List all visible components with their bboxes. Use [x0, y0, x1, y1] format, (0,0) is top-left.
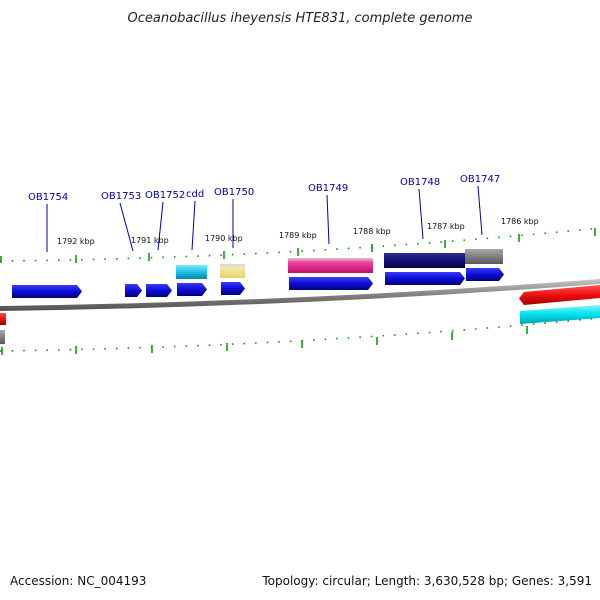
kbp-label: 1787 kbp	[427, 222, 465, 231]
leader-line	[418, 188, 424, 240]
gene-label-ob1754: OB1754	[28, 192, 68, 203]
genome-backbone	[0, 279, 600, 311]
leader-line	[326, 194, 330, 245]
gene-label-ob1753: OB1753	[101, 191, 141, 202]
reverse-rna-cyan-right	[520, 305, 600, 324]
gene-arrow-ob1748	[385, 272, 465, 285]
misc-feature-yellow	[220, 264, 245, 278]
reverse-gene-track	[0, 285, 600, 344]
leader-line	[157, 201, 164, 251]
navy-feature	[384, 253, 465, 268]
gene-label-ob1752: OB1752	[145, 190, 185, 201]
kbp-label: 1791 kbp	[131, 236, 169, 245]
kbp-label: 1789 kbp	[279, 231, 317, 240]
gene-labels: OB1754 OB1753 OB1752 cdd OB1750 OB1749 O…	[28, 174, 500, 203]
kbp-label: 1790 kbp	[205, 234, 243, 243]
kbp-labels: 1792 kbp 1791 kbp 1790 kbp 1789 kbp 1788…	[57, 217, 539, 246]
map-title: Oceanobacillus iheyensis HTE831, complet…	[128, 11, 473, 26]
outer-tick-ring	[0, 227, 600, 263]
inner-tick-ring	[0, 317, 600, 355]
gene-arrow-ob1747	[466, 268, 504, 281]
upper-feature-track	[176, 249, 503, 279]
leader-line	[119, 202, 134, 252]
gene-arrow-ob1749	[289, 277, 373, 290]
gene-leader-lines	[46, 185, 483, 252]
genome-summary-text: Topology: circular; Length: 3,630,528 bp…	[261, 574, 592, 588]
gene-label-ob1749: OB1749	[308, 183, 348, 194]
forward-gene-track	[12, 268, 504, 298]
gray-feature	[465, 249, 503, 264]
reverse-feature-gray-left	[0, 330, 5, 344]
gene-arrow-ob1752	[146, 284, 172, 297]
accession-text: Accession: NC_004193	[10, 574, 146, 588]
gene-arrow-ob1754	[12, 285, 82, 298]
leader-line	[477, 185, 483, 236]
rna-feature-cyan	[176, 265, 207, 279]
gene-label-cdd: cdd	[186, 189, 204, 200]
gene-label-ob1750: OB1750	[214, 187, 254, 198]
gene-arrow-ob1750	[221, 282, 245, 295]
kbp-label: 1786 kbp	[501, 217, 539, 226]
gene-arrow-cdd	[177, 283, 207, 296]
leader-line	[191, 200, 196, 251]
kbp-label: 1792 kbp	[57, 237, 95, 246]
reverse-gene-red-right	[519, 285, 600, 305]
gene-label-ob1747: OB1747	[460, 174, 500, 185]
kbp-label: 1788 kbp	[353, 227, 391, 236]
gene-arrow-ob1753	[125, 284, 142, 297]
reverse-gene-red-left	[0, 313, 6, 325]
misc-feature-pink	[288, 258, 373, 273]
gene-label-ob1748: OB1748	[400, 177, 440, 188]
